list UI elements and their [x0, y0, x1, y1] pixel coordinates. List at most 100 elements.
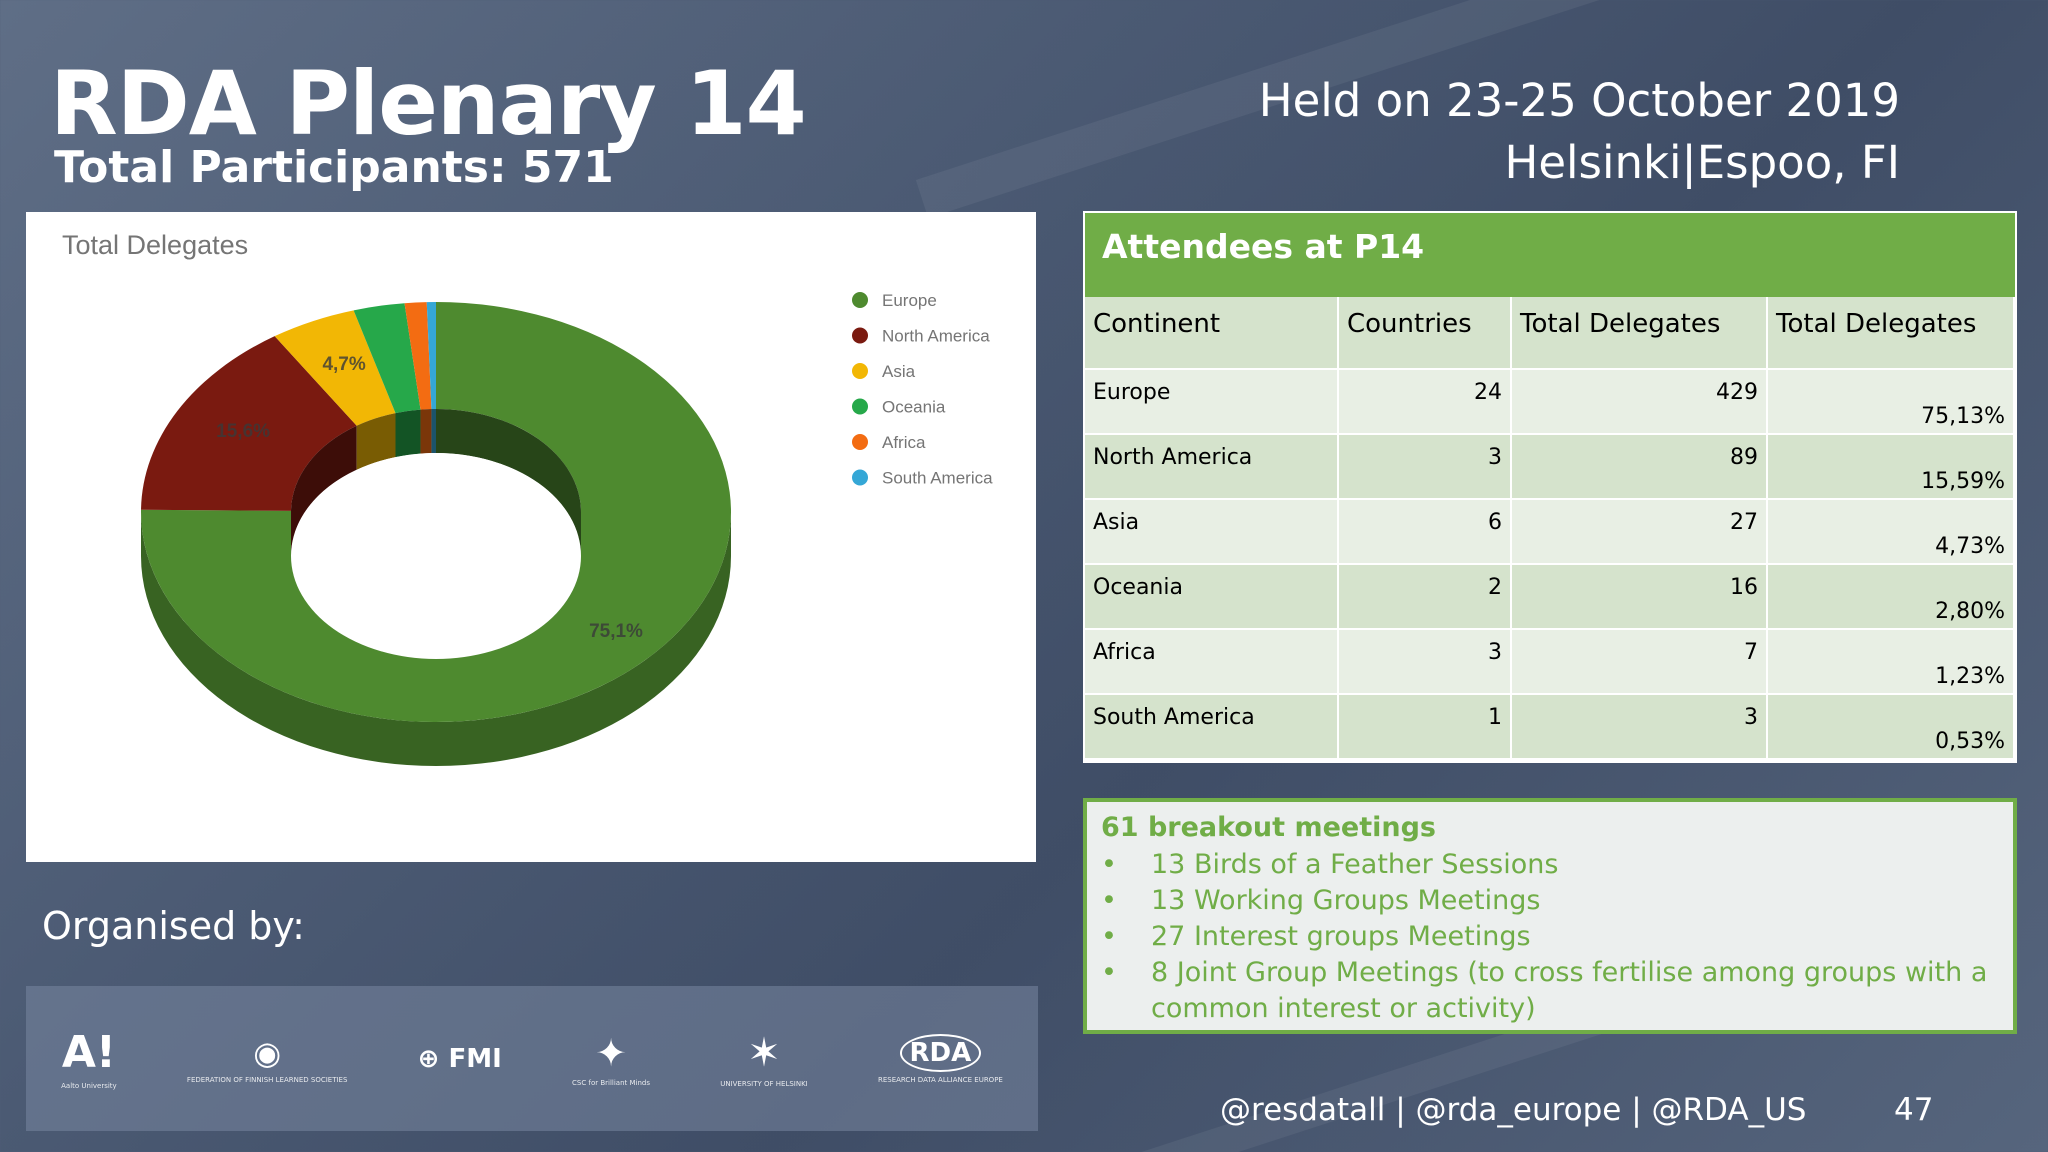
attendees-table: Continent Countries Total Delegates Tota…	[1085, 297, 2015, 760]
legend-label-africa: Africa	[882, 433, 926, 452]
header-total-delegates-percent: Total Delegates	[1767, 297, 2015, 370]
meetings-title: 61 breakout meetings	[1101, 812, 1436, 843]
cell-countries: 24	[1338, 369, 1512, 435]
logo-caption: RESEARCH DATA ALLIANCE EUROPE	[877, 1075, 1003, 1084]
data-label-asia: 4,7%	[322, 354, 365, 375]
legend-label-europe: Europe	[882, 291, 937, 310]
slice-south-america	[426, 302, 436, 410]
held-on: Held on 23-25 October 2019	[1258, 74, 1900, 127]
organised-by-label: Organised by:	[42, 904, 305, 948]
logo-caption: UNIVERSITY OF HELSINKI	[720, 1079, 808, 1088]
list-item: 13 Birds of a Feather Sessions	[1101, 847, 1999, 883]
table-title: Attendees at P14	[1085, 213, 2015, 297]
hole-wall-north-america	[291, 425, 357, 555]
list-item: 8 Joint Group Meetings (to cross fertili…	[1101, 955, 1999, 1027]
logo-caption: Aalto University	[61, 1082, 117, 1090]
cell-percent: 1,23%	[1767, 629, 2015, 695]
slide-title: RDA Plenary 14	[50, 52, 807, 155]
logo-mark: A!	[61, 1027, 116, 1078]
helsinki-logo: ✶ UNIVERSITY OF HELSINKI	[720, 1030, 808, 1088]
slice-africa	[404, 302, 432, 410]
data-label-north-america: 15,6%	[216, 421, 270, 442]
legend-marker-europe	[852, 292, 868, 308]
cell-continent: Africa	[1085, 629, 1339, 695]
cell-delegates: 429	[1511, 369, 1768, 435]
header-countries: Countries	[1338, 297, 1512, 370]
logo-mark: ⊕ FMI	[417, 1043, 502, 1074]
slice-europe	[140, 302, 731, 722]
cell-countries: 1	[1338, 694, 1512, 760]
cell-percent: 0,53%	[1767, 694, 2015, 760]
table-header-row: Continent Countries Total Delegates Tota…	[1085, 297, 2015, 370]
donut-hole	[291, 453, 581, 659]
meetings-box: 61 breakout meetings 13 Birds of a Feath…	[1083, 798, 2017, 1034]
hole-wall-south-america	[431, 409, 436, 454]
table-row: Oceania 2 16 2,80%	[1085, 564, 2015, 630]
event-info: Held on 23-25 October 2019 Helsinki|Espo…	[1259, 70, 1900, 194]
rda-logo: RDA RESEARCH DATA ALLIANCE EUROPE	[877, 1033, 1003, 1084]
header-total-delegates: Total Delegates	[1511, 297, 1768, 370]
cell-continent: Asia	[1085, 499, 1339, 565]
hole-wall-oceania	[395, 409, 421, 458]
hole-wall-africa	[420, 409, 432, 454]
cell-delegates: 7	[1511, 629, 1768, 695]
donut-chart: 75,1% 15,6% 4,7% Europe North America Asia Oce…	[140, 291, 993, 766]
logo-caption: FEDERATION OF FINNISH LEARNED SOCIETIES	[186, 1075, 348, 1084]
cell-percent: 15,59%	[1767, 434, 2015, 500]
legend-marker-asia	[852, 363, 868, 379]
legend-marker-south-america	[852, 469, 868, 486]
cell-countries: 3	[1338, 434, 1512, 500]
cell-percent: 75,13%	[1767, 369, 2015, 435]
cell-continent: Europe	[1085, 369, 1339, 435]
meetings-list: 13 Birds of a Feather Sessions 13 Workin…	[1101, 847, 1999, 1027]
chart-panel: Total Delegates 75,1% 15,6% 4,7% Europe Nort…	[26, 212, 1036, 862]
table-row: Asia 6 27 4,73%	[1085, 499, 2015, 565]
organiser-logos: A! Aalto University ◉ FEDERATION OF FINN…	[26, 986, 1038, 1131]
hole-wall-asia	[356, 413, 396, 470]
logo-mark: RDA	[899, 1033, 982, 1072]
legend-label-south-america: South America	[882, 469, 993, 488]
cell-countries: 2	[1338, 564, 1512, 630]
legend-label-oceania: Oceania	[882, 398, 946, 417]
hole-wall-europe	[436, 409, 581, 556]
list-item: 13 Working Groups Meetings	[1101, 883, 1999, 919]
cell-delegates: 3	[1511, 694, 1768, 760]
table-row: North America 3 89 15,59%	[1085, 434, 2015, 500]
cell-delegates: 89	[1511, 434, 1768, 500]
table-row: Africa 3 7 1,23%	[1085, 629, 2015, 695]
footer-handles: @resdatall | @rda_europe | @RDA_US	[1220, 1092, 1807, 1128]
table-row: Europe 24 429 75,13%	[1085, 369, 2015, 435]
location: Helsinki|Espoo, FI	[1504, 136, 1901, 189]
slice-north-america	[141, 336, 357, 511]
list-item: 27 Interest groups Meetings	[1101, 919, 1999, 955]
chart-title: Total Delegates	[62, 230, 249, 260]
cell-countries: 3	[1338, 629, 1512, 695]
cell-delegates: 27	[1511, 499, 1768, 565]
legend-label-north-america: North America	[882, 327, 990, 346]
csc-logo: ✦ CSC for Brilliant Minds	[572, 1031, 650, 1087]
data-label-europe: 75,1%	[589, 621, 643, 642]
header-continent: Continent	[1085, 297, 1339, 370]
slice-oceania	[353, 303, 421, 414]
federation-logo: ◉ FEDERATION OF FINNISH LEARNED SOCIETIE…	[187, 1034, 348, 1084]
logo-caption: CSC for Brilliant Minds	[572, 1078, 650, 1087]
table-row: South America 1 3 0,53%	[1085, 694, 2015, 760]
attendees-table-panel: Attendees at P14 Continent Countries Tot…	[1083, 211, 2017, 763]
logo-mark: ✦	[595, 1030, 627, 1075]
legend-marker-africa	[852, 434, 868, 450]
logo-mark: ✶	[747, 1029, 781, 1076]
page-number: 47	[1894, 1092, 1934, 1128]
aalto-logo: A! Aalto University	[61, 1027, 117, 1090]
cell-percent: 2,80%	[1767, 564, 2015, 630]
cell-delegates: 16	[1511, 564, 1768, 630]
legend-marker-oceania	[852, 398, 868, 415]
cell-continent: North America	[1085, 434, 1339, 500]
cell-continent: South America	[1085, 694, 1339, 760]
cell-continent: Oceania	[1085, 564, 1339, 630]
cell-countries: 6	[1338, 499, 1512, 565]
slice-side-europe	[141, 512, 731, 766]
legend-label-asia: Asia	[882, 362, 916, 381]
logo-mark: ◉	[253, 1033, 282, 1072]
cell-percent: 4,73%	[1767, 499, 2015, 565]
slide-subtitle: Total Participants: 571	[54, 142, 614, 193]
